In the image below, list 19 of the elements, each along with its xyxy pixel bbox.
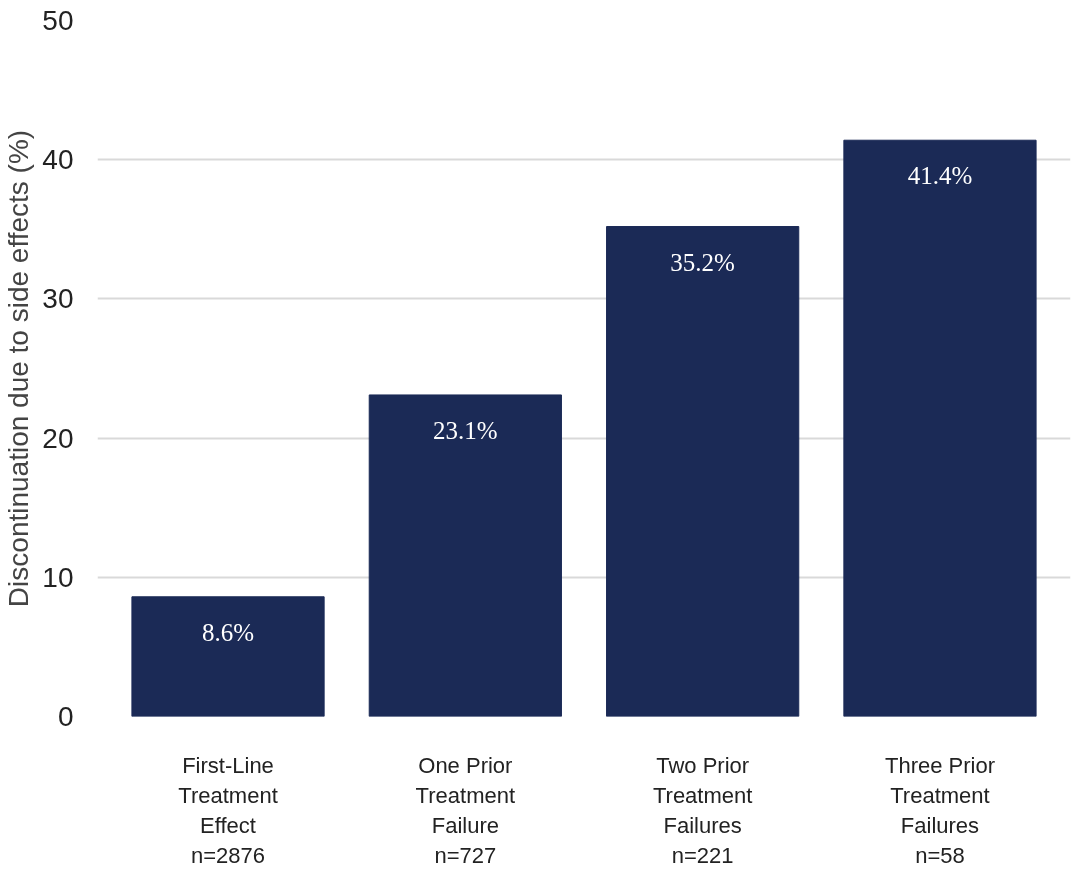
bar xyxy=(368,394,562,717)
bar xyxy=(843,139,1037,717)
data-label: 8.6% xyxy=(201,618,255,646)
x-tick-label: Three Prior Treatment Failures n=58 xyxy=(884,752,996,868)
y-tick-label: 40 xyxy=(42,144,74,176)
x-tick-label: Two Prior Treatment Failures n=221 xyxy=(652,752,753,868)
y-tick-label: 0 xyxy=(57,701,74,732)
y-tick-label: 50 xyxy=(42,5,74,36)
y-tick-label: 30 xyxy=(42,283,74,315)
x-tick-label: One Prior Treatment Failure n=727 xyxy=(415,752,516,868)
bar xyxy=(131,596,325,717)
y-tick-label: 20 xyxy=(42,422,74,454)
x-tick-label: First-Line Treatment Effect n=2876 xyxy=(178,752,278,868)
y-tick-label: 10 xyxy=(42,561,74,593)
y-axis-title: Discontinuation due to side effects (%) xyxy=(3,129,35,608)
data-label: 35.2% xyxy=(670,248,735,276)
bar xyxy=(606,226,800,717)
data-label: 41.4% xyxy=(907,162,973,190)
data-label: 23.1% xyxy=(433,416,498,444)
